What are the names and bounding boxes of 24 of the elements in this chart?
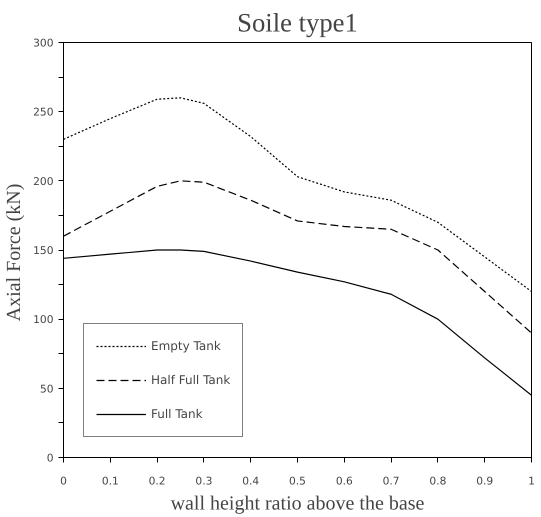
x-tick-label: 0.8: [429, 474, 447, 488]
legend-label: Empty Tank: [151, 339, 221, 353]
legend-label: Half Full Tank: [151, 373, 230, 387]
x-tick-label: 0.4: [242, 474, 260, 488]
y-tick-label: 50: [40, 382, 54, 396]
x-tick-label: 0.9: [476, 474, 494, 488]
chart-title: Soile type1: [237, 8, 358, 38]
x-tick-label: 0.1: [102, 474, 119, 488]
y-axis-title: Axial Force (kN): [3, 184, 26, 322]
y-tick-label: 300: [33, 36, 54, 50]
x-tick-label: 0.3: [195, 474, 212, 488]
x-tick-label: 0.6: [336, 474, 353, 488]
x-axis-title: wall height ratio above the base: [170, 492, 425, 514]
y-tick-label: 200: [33, 174, 54, 188]
x-tick-label: 0.2: [148, 474, 166, 488]
y-tick-label: 0: [46, 452, 54, 464]
legend-label: Full Tank: [151, 407, 203, 421]
y-tick-label: 250: [33, 106, 54, 119]
y-tick-label: 150: [33, 244, 54, 257]
x-tick-label: 1: [528, 474, 535, 488]
y-tick-label: 100: [33, 313, 54, 326]
x-tick-label: 0.7: [382, 474, 400, 488]
x-tick-label: 0: [60, 474, 68, 488]
x-tick-label: 0.5: [289, 474, 306, 488]
